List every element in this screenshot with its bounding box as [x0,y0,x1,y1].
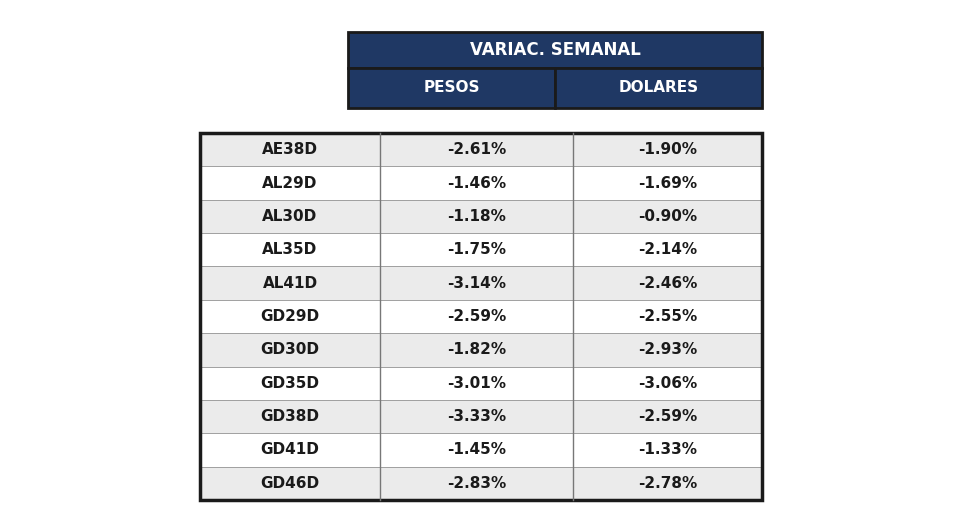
Bar [380,233,573,266]
Text: -2.61%: -2.61% [447,142,506,157]
Text: GD46D: GD46D [261,476,319,491]
Bar [200,200,380,233]
Bar [573,133,762,166]
Bar [573,367,762,400]
Text: GD41D: GD41D [261,442,319,458]
Text: GD35D: GD35D [261,376,319,391]
Text: -1.33%: -1.33% [638,442,697,458]
Text: -3.14%: -3.14% [447,275,506,291]
Bar [380,200,573,233]
Bar [200,133,762,500]
Bar [348,68,555,108]
Text: -1.75%: -1.75% [447,242,506,258]
Text: -3.01%: -3.01% [447,376,506,391]
Bar [573,300,762,333]
Text: -3.06%: -3.06% [638,376,697,391]
Bar [380,266,573,300]
Bar [200,266,380,300]
Bar [573,266,762,300]
Text: AL41D: AL41D [263,275,318,291]
Bar [200,300,380,333]
Text: AL35D: AL35D [263,242,318,258]
Bar [380,367,573,400]
Bar [573,433,762,467]
Bar [200,166,380,200]
Bar [380,433,573,467]
Text: PESOS: PESOS [423,81,480,95]
Text: -2.46%: -2.46% [638,275,697,291]
Text: -1.45%: -1.45% [447,442,506,458]
Bar [573,200,762,233]
Bar [200,233,380,266]
Text: -2.93%: -2.93% [638,342,697,358]
Text: -0.90%: -0.90% [638,209,697,224]
Text: -1.69%: -1.69% [638,175,697,190]
Bar [380,300,573,333]
Bar [200,133,380,166]
Text: -1.82%: -1.82% [447,342,506,358]
Bar [200,400,380,433]
Text: -2.14%: -2.14% [638,242,697,258]
Text: VARIAC. SEMANAL: VARIAC. SEMANAL [469,41,641,59]
Bar [380,333,573,367]
Bar [200,333,380,367]
Bar [200,467,380,500]
Bar [380,166,573,200]
Bar [573,233,762,266]
Bar [200,433,380,467]
Text: -2.59%: -2.59% [638,409,697,424]
Text: -3.33%: -3.33% [447,409,506,424]
Bar [380,133,573,166]
Text: GD29D: GD29D [261,309,319,324]
Text: AE38D: AE38D [262,142,318,157]
Bar [380,400,573,433]
Bar [573,333,762,367]
Text: GD30D: GD30D [261,342,319,358]
Text: -2.83%: -2.83% [447,476,506,491]
Bar [555,68,762,108]
Text: AL29D: AL29D [263,175,318,190]
Text: DOLARES: DOLARES [618,81,699,95]
Text: -1.18%: -1.18% [447,209,506,224]
Bar [200,367,380,400]
Bar [380,467,573,500]
Text: -2.78%: -2.78% [638,476,697,491]
Bar [573,166,762,200]
Text: -1.90%: -1.90% [638,142,697,157]
Text: -1.46%: -1.46% [447,175,506,190]
Text: GD38D: GD38D [261,409,319,424]
Text: AL30D: AL30D [263,209,318,224]
Bar [348,32,762,68]
Bar [573,467,762,500]
Text: -2.59%: -2.59% [447,309,506,324]
Text: -2.55%: -2.55% [638,309,697,324]
Bar [573,400,762,433]
